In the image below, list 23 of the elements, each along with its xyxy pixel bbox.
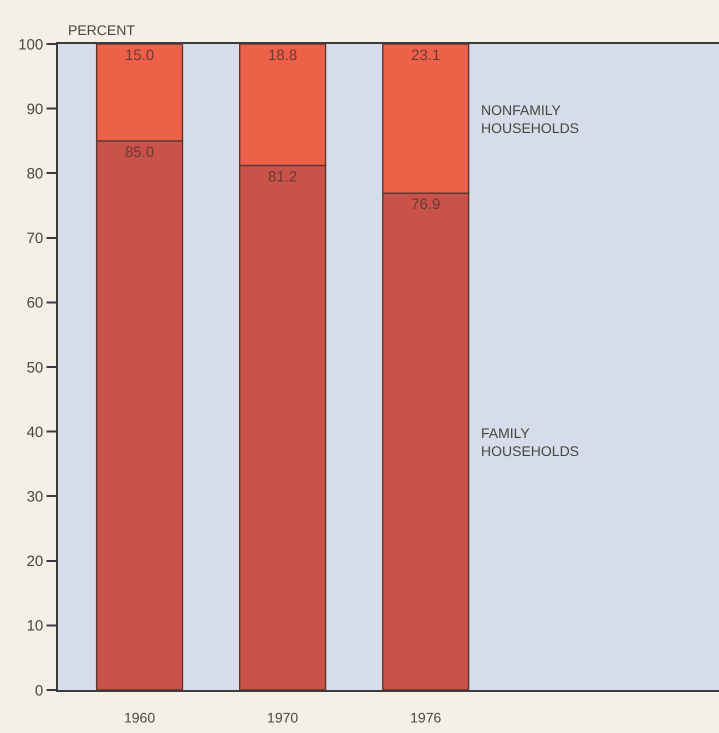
data-label: 76.9 — [411, 196, 440, 214]
data-label: 85.0 — [124, 144, 154, 161]
data-label: 23.1 — [411, 47, 440, 64]
y-tick-label: 20 — [26, 553, 44, 570]
y-tick-label: 10 — [26, 618, 44, 635]
data-label: 15.0 — [124, 47, 154, 64]
y-tick-label: 70 — [26, 230, 44, 248]
y-tick-label: 30 — [26, 488, 44, 506]
series-label: FAMILY HOUSEHOLDS — [481, 425, 580, 460]
x-tick-label: 1976 — [410, 710, 442, 726]
y-tick-label: 60 — [26, 294, 44, 312]
y-tick-label: 0 — [34, 682, 44, 700]
y-axis-title: PERCENT — [68, 22, 136, 38]
x-tick-label: 1970 — [267, 710, 298, 726]
y-tick-label: 80 — [26, 165, 44, 182]
y-tick-label: 40 — [26, 424, 44, 441]
y-tick-label: 100 — [18, 36, 44, 54]
x-tick-label: 1960 — [124, 710, 156, 726]
data-label: 81.2 — [268, 168, 298, 186]
data-label: 18.8 — [268, 47, 298, 64]
y-tick-label: 90 — [26, 100, 44, 118]
series-label: NONFAMILY HOUSEHOLDS — [481, 102, 580, 136]
y-tick-label: 50 — [26, 359, 44, 376]
